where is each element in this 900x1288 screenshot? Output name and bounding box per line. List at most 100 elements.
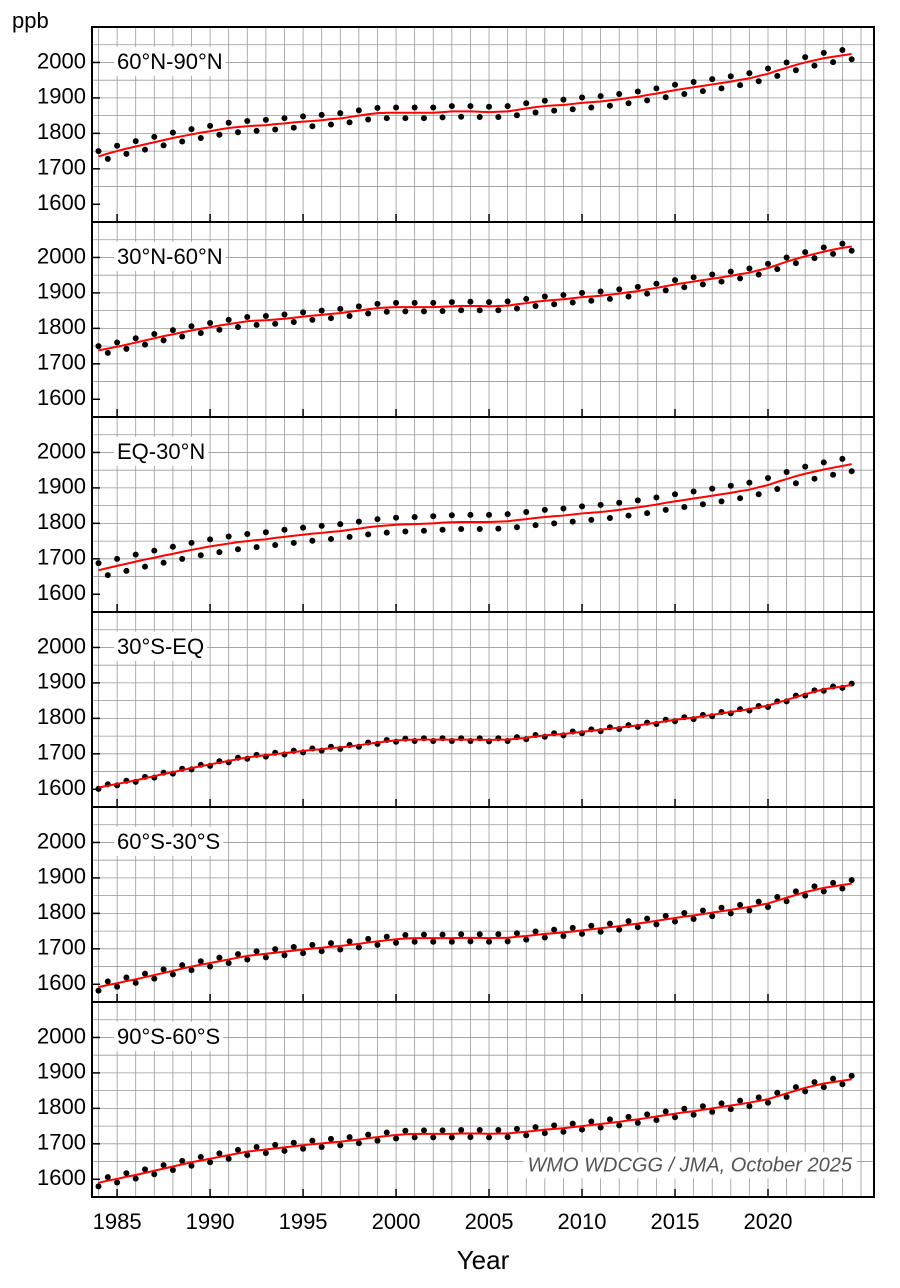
data-point — [476, 114, 483, 121]
data-point — [151, 1171, 158, 1178]
title-background — [114, 631, 208, 661]
data-point — [439, 1127, 446, 1134]
data-point — [709, 485, 716, 492]
panel-title: 60°N-90°N — [117, 49, 223, 74]
data-point — [272, 320, 279, 327]
data-point — [662, 912, 669, 919]
y-tick-label: 1900 — [37, 84, 86, 109]
data-point — [606, 515, 613, 522]
data-point — [290, 124, 297, 131]
data-point — [495, 931, 502, 938]
data-point — [830, 250, 837, 257]
data-point — [374, 1137, 381, 1144]
panel-title: EQ-30°N — [117, 439, 205, 464]
data-point — [755, 271, 762, 278]
data-point — [337, 1142, 344, 1149]
data-point — [132, 979, 139, 986]
x-tick-label: 2000 — [372, 1209, 421, 1234]
title-background — [114, 436, 209, 466]
data-point — [532, 109, 539, 116]
data-point — [830, 879, 837, 886]
data-point — [495, 525, 502, 532]
data-point — [430, 1134, 437, 1141]
data-point — [290, 944, 297, 951]
y-tick-label: 1800 — [37, 1094, 86, 1119]
data-point — [681, 910, 688, 917]
panel-title: 60°S-30°S — [117, 829, 220, 854]
data-point — [420, 1127, 427, 1134]
data-point — [690, 274, 697, 281]
y-tick-label: 1600 — [37, 970, 86, 995]
data-point — [225, 960, 232, 966]
data-point — [365, 310, 372, 317]
data-point — [216, 326, 223, 333]
panel: 1600 1700 1800 1900 2000 30°N-60°N — [37, 221, 875, 418]
data-point — [262, 954, 269, 961]
data-point — [253, 544, 260, 551]
data-point — [504, 938, 511, 945]
data-point — [383, 308, 390, 315]
data-point — [569, 299, 576, 306]
data-point — [653, 921, 660, 928]
data-point — [755, 491, 762, 498]
data-point — [783, 254, 790, 261]
data-point — [579, 930, 586, 937]
data-point — [188, 539, 195, 546]
data-point — [151, 331, 158, 338]
data-point — [383, 115, 390, 122]
data-point — [151, 133, 158, 140]
trend-line — [98, 882, 852, 989]
y-tick-label: 1700 — [37, 935, 86, 960]
data-point — [476, 1126, 483, 1133]
data-point — [774, 266, 781, 273]
data-point — [746, 70, 753, 77]
data-point — [662, 506, 669, 513]
data-point — [430, 299, 437, 306]
data-point — [467, 298, 474, 305]
data-point — [681, 504, 688, 511]
data-point — [197, 958, 204, 965]
data-point — [597, 1124, 604, 1131]
data-point — [476, 931, 483, 938]
data-point — [318, 111, 325, 118]
data-point — [467, 511, 474, 518]
data-point — [486, 511, 493, 518]
x-tick-label: 1995 — [279, 1209, 328, 1234]
data-point — [513, 930, 520, 937]
data-point — [625, 512, 632, 519]
data-point — [718, 904, 725, 911]
x-tick-label: 2015 — [651, 1209, 700, 1234]
data-point — [234, 323, 241, 330]
data-point — [755, 78, 762, 85]
data-point — [569, 106, 576, 113]
data-point — [448, 103, 455, 110]
data-point — [579, 289, 586, 296]
data-point — [95, 560, 102, 567]
data-point — [104, 349, 111, 356]
data-point — [672, 277, 679, 284]
data-point — [300, 1145, 307, 1152]
data-point — [495, 307, 502, 314]
trend-line — [98, 684, 852, 789]
data-point — [634, 924, 641, 931]
y-tick-label: 1900 — [37, 474, 86, 499]
data-point — [541, 1130, 548, 1137]
data-point — [123, 1170, 130, 1177]
data-point — [383, 933, 390, 940]
data-point — [160, 966, 167, 973]
data-point — [644, 1111, 651, 1118]
y-tick-label: 1700 — [37, 545, 86, 570]
data-point — [197, 1153, 204, 1160]
data-point — [625, 293, 632, 300]
data-point — [718, 278, 725, 285]
credit: WMO WDCGG / JMA, October 2025 — [527, 1154, 852, 1176]
data-point — [420, 115, 427, 122]
data-point — [848, 877, 855, 884]
data-point — [764, 474, 771, 481]
data-point — [709, 271, 716, 278]
data-point — [792, 480, 799, 487]
data-point — [504, 103, 511, 110]
data-point — [523, 100, 530, 107]
data-point — [746, 1103, 753, 1110]
data-point — [151, 975, 158, 982]
